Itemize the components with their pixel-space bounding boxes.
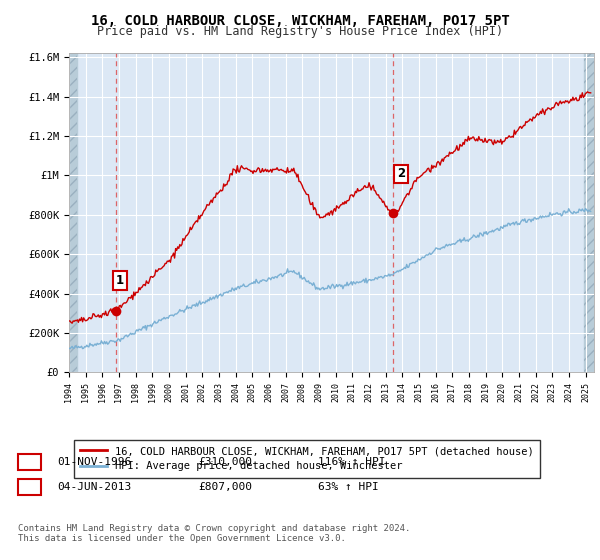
Text: 116% ↑ HPI: 116% ↑ HPI — [318, 457, 386, 467]
Text: 2: 2 — [397, 167, 405, 180]
Text: £807,000: £807,000 — [198, 482, 252, 492]
Bar — [584, 0, 600, 372]
Bar — [69, 53, 77, 372]
Text: 1: 1 — [116, 274, 124, 287]
Bar — [69, 0, 77, 372]
Text: 63% ↑ HPI: 63% ↑ HPI — [318, 482, 379, 492]
Bar — [584, 53, 594, 372]
Text: 2: 2 — [26, 480, 33, 494]
Legend: 16, COLD HARBOUR CLOSE, WICKHAM, FAREHAM, PO17 5PT (detached house), HPI: Averag: 16, COLD HARBOUR CLOSE, WICKHAM, FAREHAM… — [74, 440, 540, 478]
Text: Price paid vs. HM Land Registry's House Price Index (HPI): Price paid vs. HM Land Registry's House … — [97, 25, 503, 38]
Text: £310,000: £310,000 — [198, 457, 252, 467]
Text: 16, COLD HARBOUR CLOSE, WICKHAM, FAREHAM, PO17 5PT: 16, COLD HARBOUR CLOSE, WICKHAM, FAREHAM… — [91, 14, 509, 28]
Text: Contains HM Land Registry data © Crown copyright and database right 2024.
This d: Contains HM Land Registry data © Crown c… — [18, 524, 410, 543]
Text: 1: 1 — [26, 455, 33, 469]
Text: 04-JUN-2013: 04-JUN-2013 — [57, 482, 131, 492]
Text: 01-NOV-1996: 01-NOV-1996 — [57, 457, 131, 467]
